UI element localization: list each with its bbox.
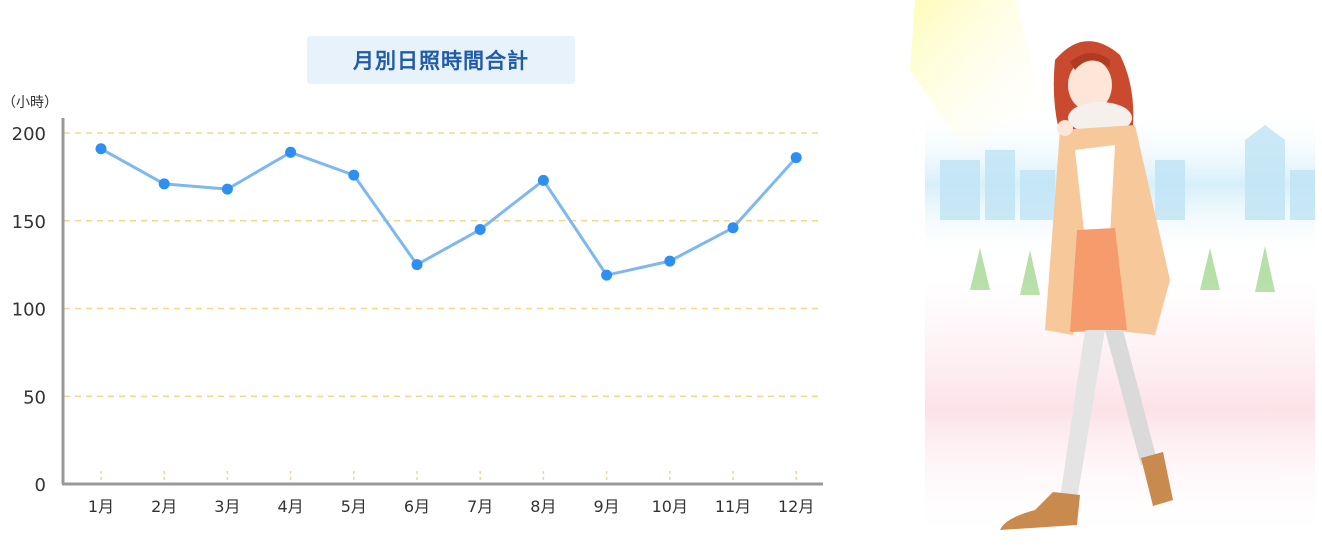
data-point bbox=[221, 183, 233, 195]
x-tick-label: 4月 bbox=[278, 497, 304, 516]
data-point bbox=[285, 146, 297, 158]
x-tick-labels: 1月 2月 3月 4月 5月 6月 7月 8月 9月 10月 11月 12月 bbox=[88, 497, 814, 516]
series-line bbox=[100, 147, 798, 277]
grid-lines bbox=[64, 132, 822, 397]
x-tick-label: 3月 bbox=[214, 497, 240, 516]
data-point bbox=[95, 143, 107, 155]
city-skyline bbox=[940, 125, 1315, 220]
woman-figure bbox=[1000, 41, 1173, 530]
x-tick-label: 9月 bbox=[594, 497, 620, 516]
y-tick-label: 50 bbox=[23, 387, 46, 408]
x-tick-label: 8月 bbox=[530, 497, 556, 516]
data-point bbox=[411, 259, 423, 271]
y-tick-label: 150 bbox=[12, 212, 46, 233]
data-point bbox=[601, 269, 613, 281]
x-tick-label: 6月 bbox=[404, 497, 430, 516]
x-tick-label: 5月 bbox=[341, 497, 367, 516]
sunbeam bbox=[910, 0, 1045, 150]
data-point bbox=[664, 255, 676, 267]
y-tick-labels: 0 50 100 150 200 bbox=[12, 124, 46, 496]
y-tick-label: 100 bbox=[12, 300, 46, 321]
x-tick-label: 1月 bbox=[88, 497, 114, 516]
chart-title: 月別日照時間合計 bbox=[307, 36, 575, 84]
data-point bbox=[790, 152, 802, 164]
data-point bbox=[474, 224, 486, 236]
y-axis-label: （小時） bbox=[2, 95, 58, 111]
x-tick-label: 11月 bbox=[715, 497, 751, 516]
data-points bbox=[95, 143, 802, 281]
x-tick-label: 12月 bbox=[778, 497, 814, 516]
x-tick-label: 10月 bbox=[652, 497, 688, 516]
y-tick-label: 0 bbox=[35, 475, 46, 496]
data-point bbox=[537, 174, 549, 186]
x-tick-marks bbox=[100, 471, 797, 482]
x-tick-label: 2月 bbox=[151, 497, 177, 516]
x-tick-label: 7月 bbox=[467, 497, 493, 516]
data-point bbox=[348, 169, 360, 181]
y-tick-label: 200 bbox=[12, 124, 46, 145]
data-point bbox=[727, 222, 739, 234]
data-point bbox=[158, 178, 170, 190]
walking-woman-illustration bbox=[910, 0, 1315, 540]
